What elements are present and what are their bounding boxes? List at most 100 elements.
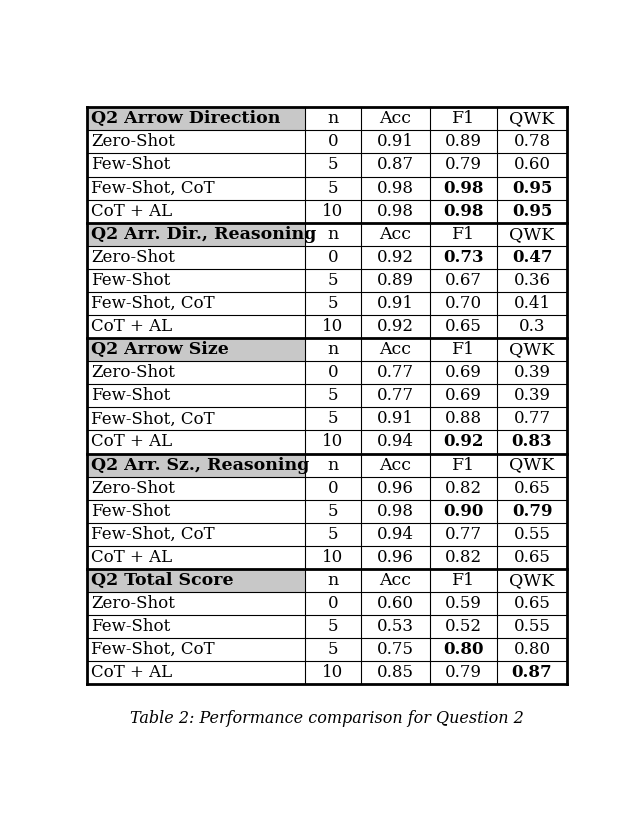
- Text: Few-Shot, CoT: Few-Shot, CoT: [91, 295, 215, 312]
- Text: 0.98: 0.98: [443, 203, 484, 220]
- Text: 0: 0: [328, 249, 338, 266]
- Text: QWK: QWK: [509, 457, 554, 474]
- Text: 0.92: 0.92: [377, 318, 414, 335]
- Bar: [87, 569, 306, 592]
- Text: 0.69: 0.69: [445, 364, 482, 381]
- Text: CoT + AL: CoT + AL: [91, 549, 172, 566]
- Text: Acc: Acc: [380, 110, 412, 127]
- Text: 0.80: 0.80: [443, 642, 484, 658]
- Text: n: n: [327, 457, 339, 474]
- Text: 0.83: 0.83: [512, 433, 553, 451]
- Text: 0.70: 0.70: [445, 295, 482, 312]
- Text: 0.79: 0.79: [445, 157, 482, 173]
- Text: 5: 5: [328, 642, 338, 658]
- Text: Zero-Shot: Zero-Shot: [91, 364, 175, 381]
- Text: 0.77: 0.77: [377, 388, 414, 404]
- Text: 10: 10: [322, 549, 344, 566]
- Text: n: n: [327, 341, 339, 359]
- Text: 0.39: 0.39: [514, 388, 551, 404]
- Text: 5: 5: [328, 157, 338, 173]
- Text: 5: 5: [328, 618, 338, 635]
- Text: Zero-Shot: Zero-Shot: [91, 249, 175, 266]
- Text: Acc: Acc: [380, 572, 412, 589]
- Text: Zero-Shot: Zero-Shot: [91, 595, 175, 612]
- Text: 0.65: 0.65: [514, 595, 551, 612]
- Text: Few-Shot, CoT: Few-Shot, CoT: [91, 526, 215, 543]
- Text: n: n: [327, 110, 339, 127]
- Text: 0: 0: [328, 364, 338, 381]
- Text: 0.39: 0.39: [514, 364, 551, 381]
- Text: 0: 0: [328, 134, 338, 150]
- Text: 0.69: 0.69: [445, 388, 482, 404]
- Text: Few-Shot: Few-Shot: [91, 157, 170, 173]
- Text: 0.36: 0.36: [514, 272, 551, 289]
- Text: 0.67: 0.67: [445, 272, 482, 289]
- Text: 0.77: 0.77: [514, 410, 551, 427]
- Text: Zero-Shot: Zero-Shot: [91, 134, 175, 150]
- Text: Q2 Arr. Sz., Reasoning: Q2 Arr. Sz., Reasoning: [91, 457, 309, 474]
- Text: 0.65: 0.65: [514, 480, 551, 496]
- Text: 5: 5: [328, 388, 338, 404]
- Text: Q2 Total Score: Q2 Total Score: [91, 572, 234, 589]
- Text: 0.47: 0.47: [512, 249, 553, 266]
- Text: 0.55: 0.55: [514, 618, 551, 635]
- Text: 0.78: 0.78: [514, 134, 551, 150]
- Text: 0.79: 0.79: [512, 503, 553, 520]
- Text: 0.79: 0.79: [445, 664, 482, 681]
- Text: 0.90: 0.90: [443, 503, 484, 520]
- Text: 0.98: 0.98: [443, 179, 484, 197]
- Text: 0.89: 0.89: [377, 272, 414, 289]
- Text: 0: 0: [328, 480, 338, 496]
- Text: 0.96: 0.96: [377, 480, 414, 496]
- Text: 10: 10: [322, 664, 344, 681]
- Text: 0: 0: [328, 595, 338, 612]
- Text: 0.60: 0.60: [514, 157, 551, 173]
- Text: 0.91: 0.91: [377, 295, 414, 312]
- Text: 5: 5: [328, 272, 338, 289]
- Text: 0.92: 0.92: [443, 433, 484, 451]
- Text: 0.59: 0.59: [445, 595, 482, 612]
- Bar: [87, 453, 306, 476]
- Text: n: n: [327, 572, 339, 589]
- Text: Few-Shot: Few-Shot: [91, 618, 170, 635]
- Text: 0.98: 0.98: [377, 179, 414, 197]
- Text: 5: 5: [328, 503, 338, 520]
- Text: 0.92: 0.92: [377, 249, 414, 266]
- Text: 0.82: 0.82: [445, 480, 482, 496]
- Text: Zero-Shot: Zero-Shot: [91, 480, 175, 496]
- Text: 0.98: 0.98: [377, 203, 414, 220]
- Text: QWK: QWK: [509, 572, 554, 589]
- Text: CoT + AL: CoT + AL: [91, 433, 172, 451]
- Text: 0.91: 0.91: [377, 410, 414, 427]
- Text: 0.88: 0.88: [445, 410, 482, 427]
- Text: Few-Shot: Few-Shot: [91, 272, 170, 289]
- Text: 0.73: 0.73: [443, 249, 484, 266]
- Text: 5: 5: [328, 526, 338, 543]
- Text: 10: 10: [322, 203, 344, 220]
- Text: 0.85: 0.85: [377, 664, 414, 681]
- Text: 0.3: 0.3: [519, 318, 545, 335]
- Text: 0.87: 0.87: [377, 157, 414, 173]
- Text: 0.89: 0.89: [445, 134, 482, 150]
- Text: Q2 Arrow Size: Q2 Arrow Size: [91, 341, 229, 359]
- Text: CoT + AL: CoT + AL: [91, 318, 172, 335]
- Text: Table 2: Performance comparison for Question 2: Table 2: Performance comparison for Ques…: [130, 710, 524, 726]
- Text: Acc: Acc: [380, 226, 412, 242]
- Text: 0.65: 0.65: [514, 549, 551, 566]
- Text: 0.91: 0.91: [377, 134, 414, 150]
- Text: 0.94: 0.94: [377, 433, 414, 451]
- Text: 5: 5: [328, 410, 338, 427]
- Text: Q2 Arr. Dir., Reasoning: Q2 Arr. Dir., Reasoning: [91, 226, 316, 242]
- Text: CoT + AL: CoT + AL: [91, 203, 172, 220]
- Text: QWK: QWK: [509, 341, 554, 359]
- Text: Few-Shot: Few-Shot: [91, 503, 170, 520]
- Text: Acc: Acc: [380, 457, 412, 474]
- Text: 5: 5: [328, 295, 338, 312]
- Text: 0.77: 0.77: [445, 526, 482, 543]
- Text: Few-Shot: Few-Shot: [91, 388, 170, 404]
- Text: Acc: Acc: [380, 341, 412, 359]
- Bar: [87, 107, 306, 130]
- Text: F1: F1: [452, 341, 475, 359]
- Text: 0.87: 0.87: [512, 664, 553, 681]
- Text: 10: 10: [322, 433, 344, 451]
